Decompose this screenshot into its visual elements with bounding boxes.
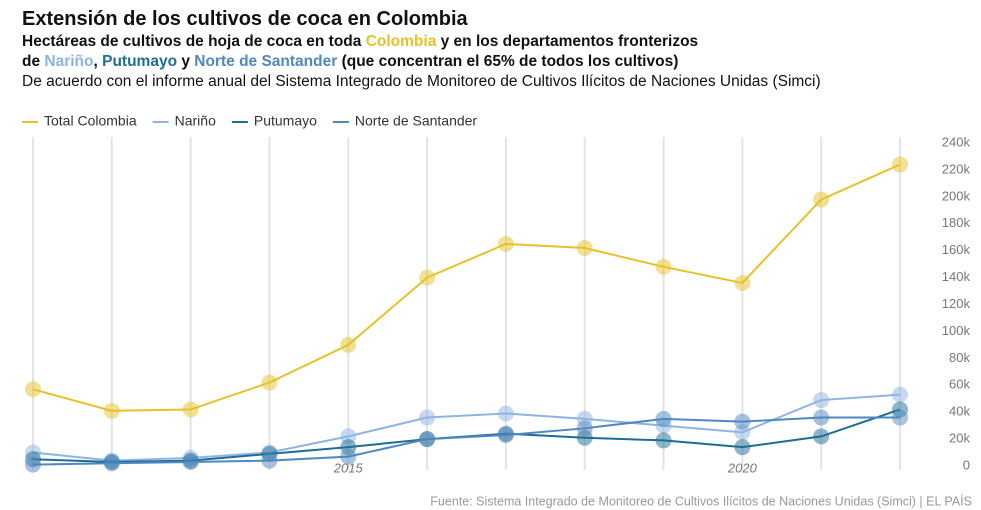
subtitle-line: de Nariño, Putumayo y Norte de Santander…: [22, 52, 972, 72]
point: [261, 374, 278, 391]
legend-label: Putumayo: [254, 113, 317, 129]
point: [813, 409, 830, 426]
point: [734, 413, 751, 430]
point: [497, 235, 514, 252]
y-tick-label: 200k: [942, 188, 971, 203]
point: [734, 274, 751, 291]
y-tick-label: 20k: [949, 431, 970, 446]
source: Fuente: Sistema Integrado de Monitoreo d…: [430, 493, 972, 508]
y-tick-label: 140k: [942, 269, 971, 284]
y-tick-label: 240k: [942, 134, 971, 149]
legend-label: Total Colombia: [44, 113, 137, 129]
point: [497, 427, 514, 444]
point: [892, 156, 908, 173]
header: Extensión de los cultivos de coca en Col…: [22, 6, 972, 91]
point: [182, 453, 199, 470]
point: [25, 381, 41, 398]
point: [419, 409, 436, 426]
subtitle-part: Nariño: [44, 53, 94, 70]
series-line: [32, 408, 901, 463]
y-tick-label: 100k: [942, 323, 971, 338]
subtitle-part: y en los departamentos fronterizos: [436, 33, 699, 50]
x-tick-label: 2020: [727, 460, 758, 475]
point: [497, 405, 514, 422]
point: [419, 431, 436, 448]
y-tick-label: 120k: [942, 296, 971, 311]
series-line: [32, 163, 901, 412]
y-tick-label: 220k: [942, 161, 971, 176]
y-tick-label: 40k: [949, 404, 970, 419]
point: [892, 386, 908, 403]
chart-title: Extensión de los cultivos de coca en Col…: [22, 8, 468, 30]
subtitle-part: Norte de Santander: [194, 53, 338, 70]
subtitle-part: (que concentran el 65% de todos los cult…: [337, 53, 679, 70]
point: [340, 448, 357, 465]
series-line: [32, 393, 901, 462]
x-tick-label: 2015: [333, 460, 364, 475]
subtitle: Hectáreas de cultivos de hoja de coca en…: [22, 32, 972, 72]
point: [813, 428, 830, 445]
point: [25, 456, 41, 473]
subtitle-part: Colombia: [365, 33, 437, 50]
subtitle-line: Hectáreas de cultivos de hoja de coca en…: [22, 32, 972, 52]
point: [261, 452, 278, 469]
series-line: [32, 416, 900, 466]
point: [576, 420, 593, 437]
point: [813, 191, 830, 208]
point: [655, 410, 672, 427]
subtitle-part: y: [177, 53, 195, 70]
point: [576, 239, 593, 256]
y-tick-label: 80k: [949, 350, 970, 365]
point: [734, 439, 751, 456]
y-tick-label: 60k: [949, 377, 970, 392]
point: [103, 402, 120, 419]
point: [103, 455, 120, 472]
point: [340, 336, 357, 353]
point: [813, 392, 830, 409]
point: [182, 401, 199, 418]
point: [655, 258, 672, 275]
y-tick-label: 0: [963, 457, 970, 472]
subtitle-part: Hectáreas de cultivos de hoja de coca en…: [22, 33, 366, 50]
point: [419, 269, 436, 286]
subtitle-part: ,: [93, 53, 103, 70]
point: [655, 432, 672, 449]
y-tick-label: 180k: [942, 215, 971, 230]
y-tick-label: 160k: [942, 242, 971, 257]
description: De acuerdo con el informe anual del Sist…: [22, 73, 821, 90]
legend-label: Nariño: [175, 113, 216, 129]
legend-label: Norte de Santander: [355, 113, 478, 129]
point: [892, 409, 908, 426]
subtitle-part: de: [22, 53, 45, 70]
subtitle-part: Putumayo: [102, 53, 178, 70]
